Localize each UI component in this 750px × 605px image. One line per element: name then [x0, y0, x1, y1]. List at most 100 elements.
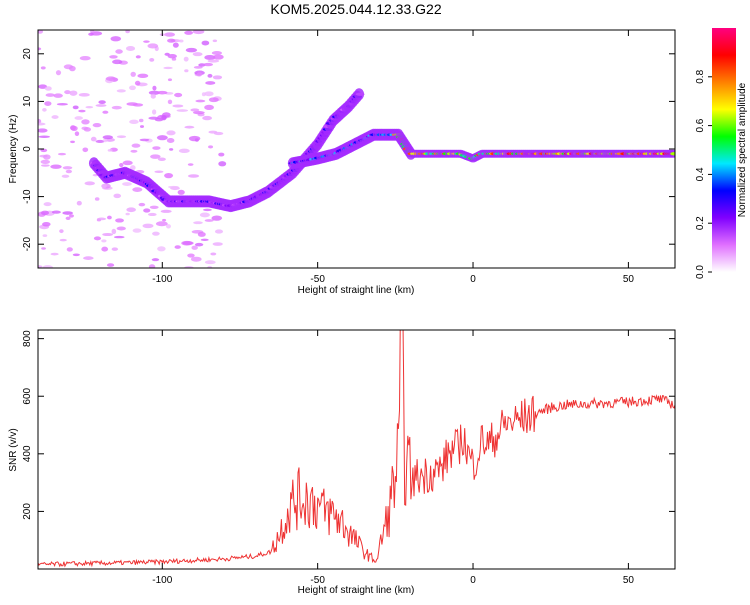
spectrogram-noise-cell — [42, 107, 47, 112]
spectrogram-noise-cell — [188, 135, 201, 142]
spectrogram-noise-cell — [143, 40, 150, 43]
spectrogram-noise-cell — [202, 115, 212, 121]
snr-x-label: Height of straight line (km) — [298, 585, 415, 596]
spectrogram-noise-cell — [110, 36, 122, 42]
spectrogram-noise-cell — [208, 130, 218, 134]
spectrogram-noise-cell — [57, 152, 67, 156]
spectrogram-noise-cell — [211, 51, 223, 55]
spectrogram-noise-cell — [182, 241, 194, 246]
spectrogram-noise-cell — [130, 165, 136, 171]
spectrogram-noise-cell — [81, 119, 90, 125]
spectrogram-noise-cell — [69, 65, 76, 72]
spectrogram-noise-cell — [169, 148, 174, 151]
spectrogram-noise-cell — [135, 55, 141, 59]
spectrogram-x-tick-label: -50 — [310, 274, 325, 285]
spectrogram-noise-cell — [201, 40, 210, 46]
spectrogram-noise-cell — [178, 148, 190, 154]
spectrogram-noise-cell — [95, 104, 107, 107]
spectrogram-noise-cell — [211, 215, 223, 221]
colorbar-tick-label: 0.0 — [695, 265, 706, 279]
spectrogram-noise-cell — [163, 66, 173, 70]
spectrogram-noise-cell — [207, 73, 213, 78]
colorbar-gradient — [712, 28, 736, 272]
spectrogram-noise-cell — [76, 200, 82, 206]
spectrogram-noise-cell — [210, 252, 217, 256]
spectrogram-noise-cell — [164, 173, 174, 179]
spectrogram-noise-cell — [195, 99, 206, 103]
spectrogram-noise-cell — [40, 164, 50, 167]
spectrogram-noise-cell — [207, 59, 220, 63]
spectrogram-noise-cell — [109, 55, 118, 59]
spectrogram-noise-cell — [74, 116, 83, 120]
spectrogram-noise-cell — [183, 56, 189, 62]
spectrogram-noise-cell — [38, 118, 42, 124]
spectrogram-noise-cell — [156, 90, 168, 95]
spectrogram-noise-cell — [162, 218, 167, 222]
spectrogram-noise-cell — [199, 212, 210, 218]
spectrogram-noise-cell — [194, 242, 204, 247]
spectrogram-noise-cell — [138, 118, 144, 123]
spectrogram-marks — [38, 30, 675, 268]
spectrogram-noise-cell — [148, 90, 160, 95]
spectrogram-noise-cell — [218, 152, 225, 157]
spectrogram-noise-cell — [192, 110, 205, 115]
spectrogram-noise-cell — [50, 164, 62, 169]
spectrogram-noise-cell — [38, 30, 43, 34]
spectrogram-noise-cell — [45, 93, 55, 97]
spectrogram-noise-cell — [177, 189, 185, 195]
spectrogram-noise-cell — [106, 263, 115, 267]
spectrogram-noise-cell — [40, 66, 46, 70]
spectrogram-noise-cell — [68, 214, 74, 218]
spectrogram-noise-cell — [113, 193, 122, 199]
snr-series-line — [38, 330, 675, 568]
spectrogram-noise-cell — [53, 93, 63, 98]
spectrogram-noise-cell — [152, 109, 157, 115]
colorbar-tick-label: 0.4 — [695, 167, 706, 181]
spectrogram-noise-cell — [131, 143, 141, 148]
spectrogram-noise-cell — [115, 218, 124, 223]
colorbar-tick-label: 0.6 — [695, 118, 706, 132]
spectrogram-noise-cell — [143, 208, 151, 213]
spectrogram-noise-cell — [72, 105, 79, 110]
spectrogram-noise-cell — [187, 163, 194, 166]
spectrogram-noise-cell — [92, 122, 102, 128]
spectrogram-noise-cell — [119, 163, 124, 168]
spectrogram-noise-cell — [164, 32, 176, 37]
spectrogram-noise-cell — [83, 127, 92, 132]
snr-panel: -100 -50 0 50 200 400 600 800 Height of straig… — [8, 329, 676, 596]
spectrogram-noise-cell — [214, 229, 224, 234]
spectrogram-noise-cell — [184, 69, 189, 73]
spectrogram-noise-cell — [126, 207, 136, 213]
spectrogram-noise-cell — [168, 185, 179, 189]
spectrogram-y-tick-label: -10 — [22, 189, 33, 204]
spectrogram-noise-cell — [184, 125, 195, 129]
spectrogram-noise-cell — [116, 135, 127, 139]
spectrogram-noise-cell — [166, 130, 176, 136]
spectrogram-noise-cell — [201, 92, 206, 97]
snr-x-ticks: -100 -50 0 50 — [152, 330, 634, 586]
spectrogram-noise-cell — [172, 42, 179, 48]
spectrogram-noise-cell — [102, 110, 109, 114]
spectrogram-noise-cell — [90, 136, 97, 142]
spectrogram-noise-cell — [97, 217, 107, 221]
spectrogram-noise-cell — [207, 265, 213, 268]
spectrogram-noise-cell — [42, 265, 54, 268]
spectrogram-noise-cell — [174, 245, 181, 249]
spectrogram-noise-cell — [56, 103, 68, 106]
spectrogram-noise-cell — [38, 265, 43, 268]
spectrogram-x-tick-label: 0 — [470, 274, 476, 285]
spectrogram-noise-cell — [132, 228, 142, 233]
spectrogram-noise-cell — [132, 103, 144, 107]
spectrogram-noise-cell — [129, 85, 136, 91]
spectrogram-noise-cell — [154, 170, 164, 174]
spectrogram-noise-cell — [125, 30, 130, 34]
spectrogram-noise-cell — [184, 30, 194, 35]
colorbar: 0.0 0.2 0.4 0.6 0.8 Normalized spectral ampl… — [695, 28, 748, 279]
spectrogram-noise-cell — [167, 53, 177, 59]
spectrogram-noise-cell — [101, 239, 107, 243]
spectrogram-noise-cell — [212, 39, 218, 43]
spectrogram-x-label: Height of straight line (km) — [298, 285, 415, 296]
spectrogram-noise-cell — [129, 119, 139, 125]
snr-x-tick-label: -50 — [310, 575, 325, 586]
